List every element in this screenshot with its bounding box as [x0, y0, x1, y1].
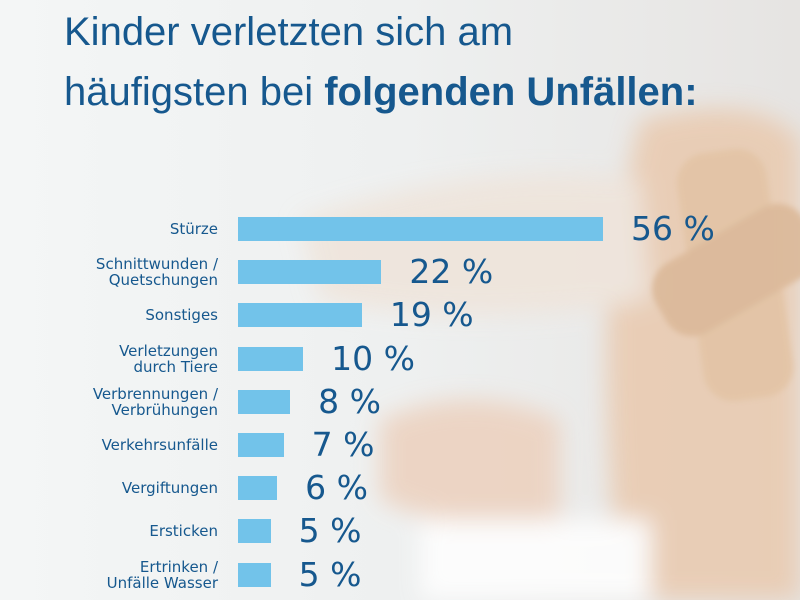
bar	[238, 346, 304, 371]
bar	[238, 389, 291, 414]
value-label: 5 %	[298, 554, 362, 594]
category-label: Verletzungen durch Tiere	[119, 341, 218, 376]
category-label: Ersticken	[149, 522, 218, 541]
category-label: Ertrinken / Unfälle Wasser	[106, 557, 218, 592]
bar	[238, 303, 362, 328]
category-label: Schnittwunden / Quetschungen	[95, 255, 218, 290]
title-text: Kinder verletzten sich am häufigsten bei	[64, 10, 514, 114]
category-label: Verbrennungen / Verbrühungen	[92, 384, 218, 419]
value-label: 19 %	[389, 295, 474, 335]
bar	[238, 476, 278, 501]
bar	[238, 433, 284, 457]
title-emphasis: folgenden Unfällen:	[324, 70, 698, 114]
value-label: 5 %	[298, 511, 362, 551]
value-label: 22 %	[409, 252, 494, 292]
bar	[238, 260, 382, 285]
category-label: Sonstiges	[145, 306, 218, 325]
value-label: 7 %	[311, 425, 375, 464]
category-label: Vergiftungen	[121, 479, 218, 498]
value-label: 10 %	[331, 338, 416, 378]
value-label: 6 %	[305, 468, 368, 508]
category-label: Stürze	[169, 220, 218, 238]
bar	[238, 562, 271, 587]
chart-title: Kinder verletzten sich am häufigsten bei…	[64, 2, 704, 122]
bar	[238, 519, 271, 544]
value-label: 8 %	[318, 381, 381, 421]
value-label: 56 %	[631, 209, 715, 248]
bar	[238, 217, 603, 241]
category-label: Verkehrsunfälle	[101, 436, 218, 454]
